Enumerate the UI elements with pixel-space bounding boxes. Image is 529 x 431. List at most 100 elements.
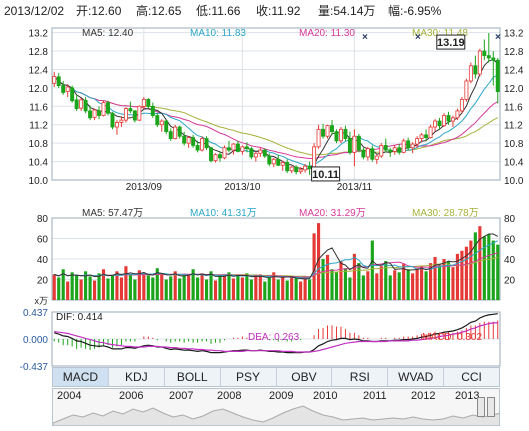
range-handle-right[interactable] — [487, 397, 495, 417]
tab-boll[interactable]: BOLL — [165, 368, 221, 386]
candle-body — [477, 50, 482, 75]
candle-body — [415, 138, 420, 145]
year-2012[interactable]: 2012 — [411, 390, 436, 402]
volume-bar — [285, 280, 289, 300]
price-marker-0: × — [362, 32, 368, 43]
candle-body — [226, 147, 231, 151]
tab-rsi[interactable]: RSI — [332, 368, 389, 386]
candle-body — [186, 137, 191, 144]
candle-body — [442, 115, 446, 127]
candle-body — [392, 147, 397, 152]
price-annotation-1: 10.11 — [312, 169, 339, 181]
candle-body — [356, 135, 361, 151]
volume-bar — [88, 276, 92, 300]
candle-body — [316, 128, 321, 148]
volume-bar — [308, 279, 312, 300]
candle-body — [486, 55, 491, 59]
volume-bar — [496, 244, 500, 300]
price-ma5-line — [53, 59, 499, 170]
candle-body — [285, 162, 290, 172]
year-2008[interactable]: 2008 — [217, 390, 242, 402]
volume-bar — [236, 275, 240, 300]
year-2013[interactable]: 2013 — [455, 390, 480, 402]
tab-obv[interactable]: OBV — [277, 368, 333, 386]
volume-bar — [101, 269, 106, 300]
year-2011[interactable]: 2011 — [363, 390, 387, 402]
volume-bar — [303, 277, 307, 300]
candle-body — [88, 110, 93, 119]
price-ytick-left-8: 10.0 — [29, 176, 49, 187]
price-ytick-right-6: 10.8 — [504, 139, 524, 150]
tab-wvad[interactable]: WVAD — [388, 368, 445, 386]
candle-body — [383, 145, 388, 151]
price-ytick-left-0: 13.2 — [29, 29, 49, 40]
volume-bar — [160, 273, 164, 300]
volume-bar — [366, 271, 370, 300]
volume-bar — [110, 275, 115, 300]
year-2004[interactable]: 2004 — [57, 390, 82, 402]
candle-body — [464, 80, 469, 100]
volume-unit-label: x万 — [34, 296, 48, 306]
volume-bar — [375, 273, 379, 300]
year-2009[interactable]: 2009 — [269, 390, 294, 402]
price-ytick-right-2: 12.4 — [504, 65, 524, 76]
quote-close: 收:11.92 — [256, 4, 301, 18]
candle-body — [459, 98, 464, 112]
year-2010[interactable]: 2010 — [313, 390, 338, 402]
price-annotation-box-0 — [436, 34, 466, 50]
price-ytick-left-4: 11.6 — [29, 102, 48, 113]
candle-body — [343, 128, 348, 139]
candle-body — [325, 125, 330, 137]
year-2006[interactable]: 2006 — [119, 390, 144, 402]
volume-bar — [370, 240, 374, 300]
volume-ma5-line — [54, 233, 499, 280]
volume-bar — [142, 272, 146, 300]
volume-ytick-right-2: 40 — [504, 255, 516, 266]
price-ytick-left-1: 12.8 — [29, 47, 49, 58]
candle-body — [177, 126, 182, 137]
price-ytick-right-3: 12.0 — [504, 84, 524, 95]
price-marker-1: × — [415, 32, 421, 43]
candle-body — [491, 57, 496, 61]
tab-kdj[interactable]: KDJ — [109, 368, 165, 386]
price-ytick-right-7: 10.4 — [504, 158, 524, 169]
candle-body — [289, 166, 294, 172]
volume-bar — [124, 266, 128, 300]
volume-bar — [469, 240, 473, 300]
volume-bar — [213, 280, 218, 300]
tab-cci[interactable]: CCI — [461, 370, 482, 384]
volume-bar — [491, 240, 495, 300]
timeline-navigator[interactable]: 2004 2006 2007 2008 2009 2010 2011 2012 … — [52, 388, 500, 426]
candle-body — [164, 120, 169, 133]
macd-dif-line — [54, 313, 498, 354]
tab-macd[interactable]: MACD — [53, 368, 109, 386]
macd-ytick-0: 0.437 — [23, 308, 48, 319]
candle-body — [361, 149, 366, 158]
volume-bar — [343, 268, 348, 300]
volume-bar — [312, 233, 316, 300]
candle-body — [365, 148, 370, 158]
candle-body — [374, 155, 379, 160]
quote-header: 2013/12/02 开:12.60 高:12.65 低:11.66 收:11.… — [0, 0, 529, 22]
candle-body — [204, 138, 209, 149]
candle-body — [433, 120, 438, 128]
volume-bar — [420, 266, 424, 300]
candle-body — [173, 126, 178, 139]
candle-body — [168, 131, 173, 139]
volume-bar — [348, 277, 352, 300]
candle-body — [294, 166, 299, 173]
candle-body — [262, 149, 267, 157]
price-ytick-right-8: 10.0 — [504, 176, 524, 187]
volume-bar — [325, 254, 330, 300]
volume-bar — [133, 279, 137, 300]
candle-body — [65, 86, 70, 92]
volume-bar — [196, 277, 200, 300]
tab-psy[interactable]: PSY — [221, 368, 277, 386]
price-ma10-line — [53, 74, 499, 168]
volume-bar — [487, 234, 491, 300]
candle-body — [410, 143, 415, 149]
year-2007[interactable]: 2007 — [169, 390, 194, 402]
volume-legend-2: MA20: 31.29万 — [299, 208, 366, 219]
range-handle-left[interactable] — [477, 397, 485, 417]
candle-body — [495, 59, 500, 92]
